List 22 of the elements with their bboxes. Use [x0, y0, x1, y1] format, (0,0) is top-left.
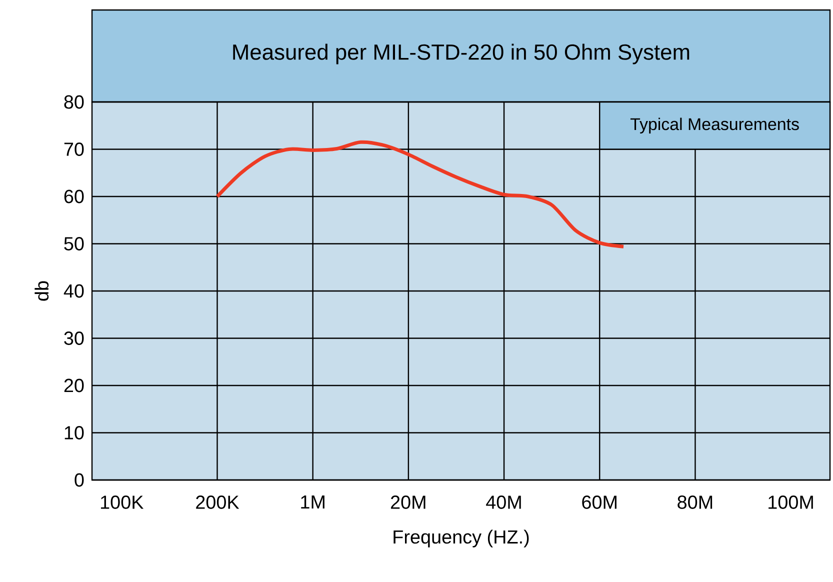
x-tick-label: 100M [768, 496, 813, 509]
chart-title: Measured per MIL-STD-220 in 50 Ohm System [233, 44, 690, 64]
y-tick-label: 0 [74, 473, 84, 487]
y-axis-title: db [34, 281, 49, 301]
x-tick-label: 100K [100, 496, 144, 509]
y-tick-label: 70 [64, 142, 84, 156]
y-tick-label: 30 [64, 332, 84, 345]
x-tick-label: 80M [678, 496, 712, 509]
y-tick-label: 80 [64, 95, 84, 109]
y-tick-label: 20 [64, 378, 84, 392]
y-tick-label: 60 [64, 190, 84, 204]
x-tick-label: 1M [301, 496, 324, 509]
annotation: Typical Measurements [630, 118, 799, 134]
x-tick-label: 60M [582, 496, 616, 509]
x-axis-title: Frequency (HZ.) [394, 530, 529, 548]
y-tick-label: 40 [64, 284, 84, 298]
y-tick-label: 50 [64, 237, 84, 250]
x-tick-label: 20M [390, 496, 426, 509]
x-tick-label: 40M [486, 496, 521, 509]
line-series [215, 140, 626, 248]
x-tick-label: 200K [196, 496, 240, 509]
y-tick-label: 10 [64, 426, 84, 440]
